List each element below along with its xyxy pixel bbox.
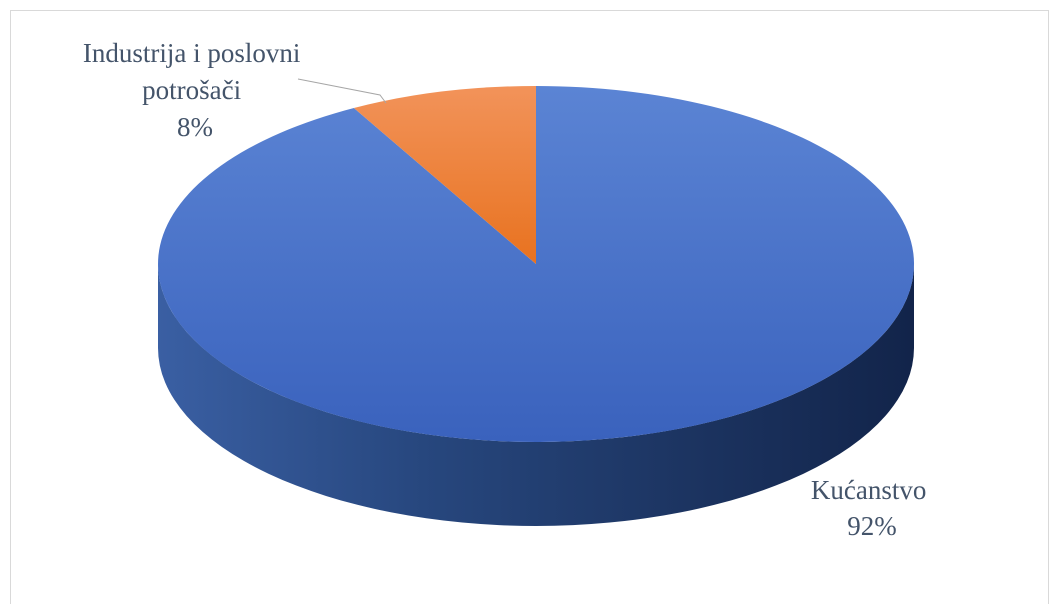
data-label-industrija-value: 8% — [177, 112, 213, 142]
pie-slice-industrija — [353, 86, 536, 264]
data-label-kucanstvo-line1: Kućanstvo — [811, 475, 926, 505]
leader-line — [297, 78, 387, 104]
data-label-industrija: Industrija i poslovni potrošači 8% — [83, 38, 307, 142]
data-label-kucanstvo-value: 92% — [847, 511, 897, 541]
data-label-kucanstvo: Kućanstvo 92% — [811, 475, 933, 541]
data-label-industrija-line1: Industrija i poslovni — [83, 38, 301, 68]
pie-side-wall — [158, 264, 914, 526]
pie-slice-kucanstvo — [158, 86, 915, 442]
data-label-industrija-line2: potrošači — [142, 75, 241, 105]
